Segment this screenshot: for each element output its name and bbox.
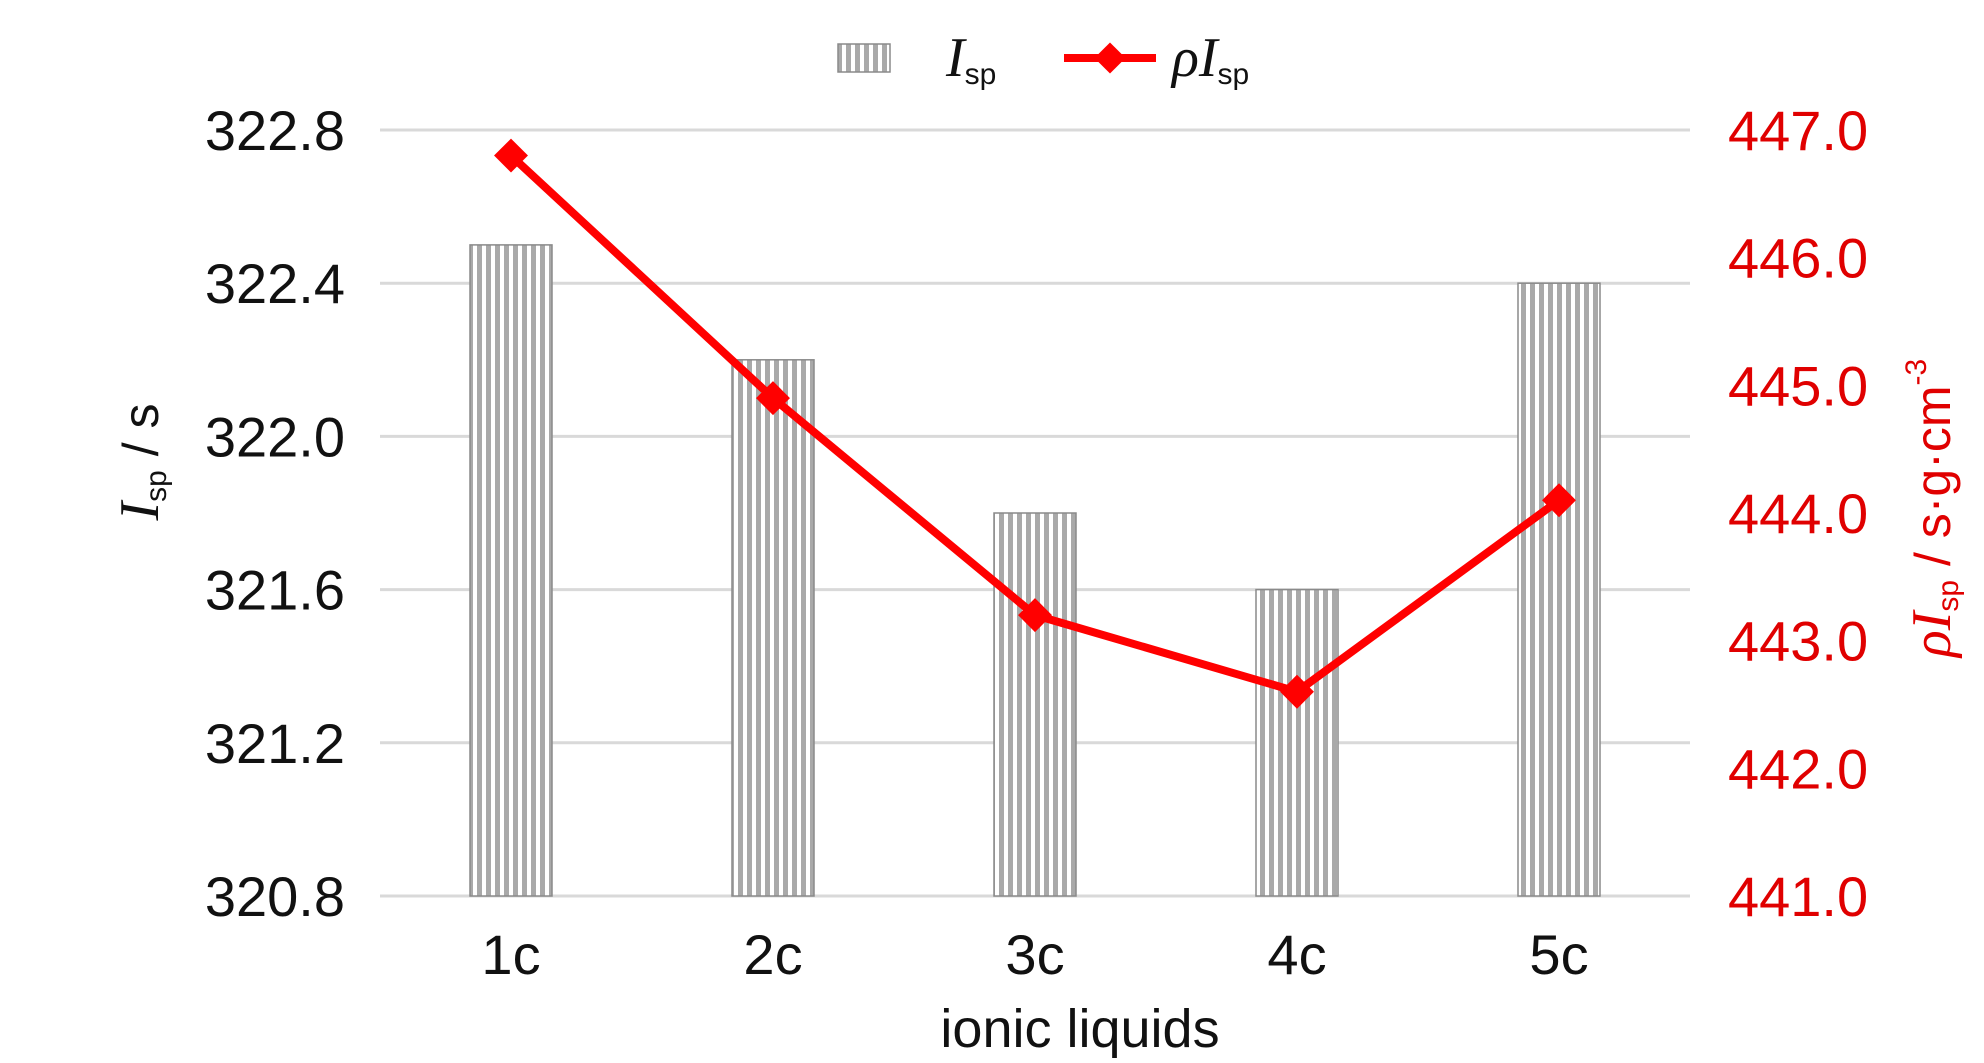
legend-bar-swatch (837, 43, 891, 73)
bars (469, 244, 1601, 897)
x-axis-ticks: 1c 2c 3c 4c 5c (481, 923, 1588, 986)
right-tick-label: 444.0 (1728, 482, 1868, 545)
bar-5c (1517, 282, 1601, 897)
bar-2c (731, 359, 815, 897)
line-point-1c (494, 138, 528, 173)
left-axis-ticks: 320.8 321.2 321.6 322.0 322.4 322.8 (205, 99, 345, 928)
x-tick-label: 1c (481, 923, 540, 986)
line-point-3c (1018, 598, 1052, 633)
line-point-4c (1280, 674, 1314, 709)
right-axis-ticks: 441.0 442.0 443.0 444.0 445.0 446.0 447.0 (1728, 99, 1868, 928)
line-series (494, 138, 1576, 709)
line-point-2c (756, 381, 790, 416)
right-tick-label: 443.0 (1728, 610, 1868, 673)
right-tick-label: 446.0 (1728, 227, 1868, 290)
left-tick-label: 321.2 (205, 712, 345, 775)
left-tick-label: 320.8 (205, 865, 345, 928)
left-axis-title: Isp / s (109, 403, 173, 521)
x-axis-title: ionic liquids (940, 999, 1219, 1059)
bar-4c (1255, 588, 1339, 897)
left-tick-label: 321.6 (205, 559, 345, 622)
x-tick-label: 2c (743, 923, 802, 986)
right-tick-label: 447.0 (1728, 99, 1868, 162)
legend-line-marker (1094, 42, 1126, 74)
bar-3c (993, 512, 1077, 897)
x-tick-label: 3c (1005, 923, 1064, 986)
bar-1c (469, 244, 553, 897)
right-tick-label: 441.0 (1728, 865, 1868, 928)
legend-bar-label: Isp (945, 27, 996, 91)
right-tick-label: 442.0 (1728, 737, 1868, 800)
left-tick-label: 322.4 (205, 252, 345, 315)
right-tick-label: 445.0 (1728, 354, 1868, 417)
left-tick-label: 322.8 (205, 99, 345, 162)
left-tick-label: 322.0 (205, 405, 345, 468)
right-axis-title: ρIsp / s·g·cm-3 (1900, 359, 1965, 659)
x-tick-label: 5c (1529, 923, 1588, 986)
legend-line-label: ρIsp (1170, 27, 1249, 91)
x-tick-label: 4c (1267, 923, 1326, 986)
legend: Isp ρIsp (837, 27, 1249, 91)
line-point-5c (1542, 483, 1576, 518)
